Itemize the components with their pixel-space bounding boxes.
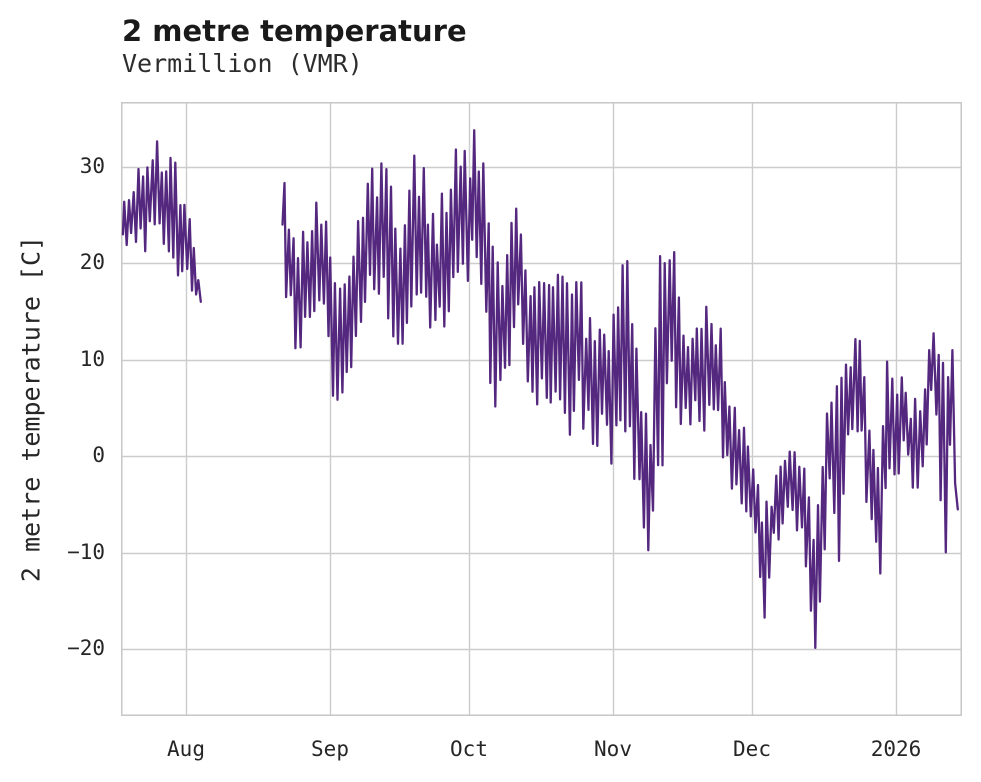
plot-area bbox=[121, 102, 962, 716]
plot-border bbox=[121, 102, 962, 716]
x-tick-label: Aug bbox=[167, 737, 205, 761]
y-axis-label: 2 metre temperature [C] bbox=[16, 235, 46, 583]
y-tick-label: −10 bbox=[67, 540, 105, 564]
x-tick-label: Sep bbox=[311, 737, 349, 761]
x-tick-label: Dec bbox=[733, 737, 771, 761]
chart-subtitle: Vermillion (VMR) bbox=[122, 49, 363, 78]
temperature-line bbox=[121, 140, 202, 303]
y-tick-label: 30 bbox=[79, 154, 105, 178]
chart-title: 2 metre temperature bbox=[122, 14, 467, 48]
y-tick-label: 10 bbox=[79, 347, 105, 371]
x-tick-label: Oct bbox=[450, 737, 488, 761]
x-tick-label: 2026 bbox=[870, 737, 922, 761]
temperature-line bbox=[281, 129, 959, 649]
y-tick-label: 0 bbox=[92, 443, 105, 467]
y-tick-label: 20 bbox=[79, 250, 105, 274]
y-tick-label: −20 bbox=[67, 636, 105, 660]
x-tick-label: Nov bbox=[594, 737, 632, 761]
